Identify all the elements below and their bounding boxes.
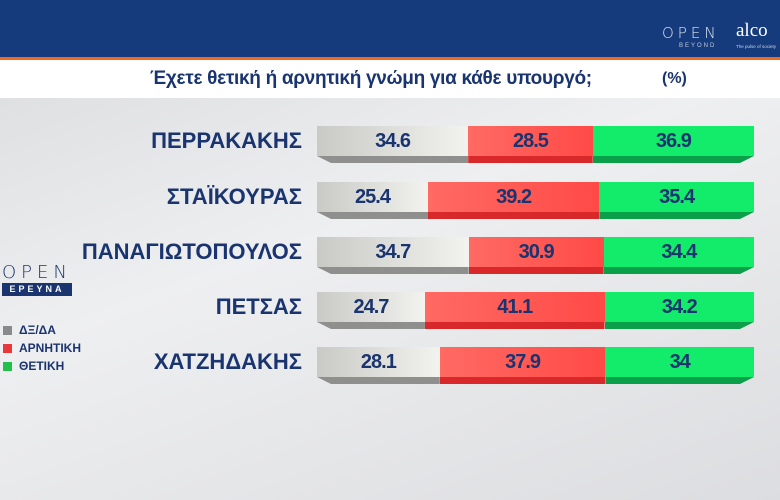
bar-segment-side bbox=[605, 377, 754, 384]
legend-item: ΔΞ/ΔΑ bbox=[3, 321, 81, 339]
data-label: 41.1 bbox=[497, 295, 533, 318]
data-label: 36.9 bbox=[655, 129, 692, 152]
category-label: ΠΑΝΑΓΙΩΤΟΠΟΥΛΟΣ bbox=[81, 239, 302, 264]
data-label: 37.9 bbox=[505, 350, 541, 373]
alco-tagline: The pulse of society bbox=[736, 44, 777, 49]
data-label: 39.2 bbox=[496, 185, 532, 208]
data-label: 30.9 bbox=[518, 240, 555, 263]
data-label: 34.4 bbox=[661, 240, 697, 263]
legend-label: ΑΡΝΗΤΙΚΗ bbox=[19, 341, 81, 355]
data-label: 34.6 bbox=[375, 129, 411, 152]
bar-segment: 34.4 bbox=[603, 237, 754, 267]
bar-segment: 34.6 bbox=[317, 126, 469, 156]
bar-segment: 24.7 bbox=[317, 292, 425, 322]
bar-segment: 37.9 bbox=[439, 347, 606, 377]
bar-segment-side bbox=[604, 267, 754, 274]
legend: ΔΞ/ΔΑ ΑΡΝΗΤΙΚΗ ΘΕΤΙΚΗ bbox=[3, 321, 81, 375]
legend-item: ΑΡΝΗΤΙΚΗ bbox=[3, 339, 81, 357]
bar-segment: 25.4 bbox=[317, 182, 428, 212]
data-label: 34.7 bbox=[375, 240, 411, 263]
data-label: 34 bbox=[669, 350, 691, 373]
title-bar bbox=[0, 60, 780, 98]
bar-segment: 41.1 bbox=[424, 292, 605, 322]
bar-segment-side bbox=[317, 322, 425, 329]
bar-segment-side bbox=[468, 156, 593, 163]
data-label: 28.1 bbox=[360, 350, 397, 373]
open-beyond-logo: OPEN bbox=[662, 24, 720, 42]
bar-segment-side bbox=[317, 267, 469, 274]
bar-segment-side bbox=[317, 377, 440, 384]
legend-swatch bbox=[3, 361, 12, 371]
bar-segment-side bbox=[317, 156, 469, 163]
open-ereuna-logo: OPEN bbox=[2, 262, 72, 283]
bar-segment: 28.1 bbox=[317, 347, 440, 377]
legend-item: ΘΕΤΙΚΗ bbox=[3, 357, 81, 375]
category-label: ΧΑΤΖΗΔΑΚΗΣ bbox=[153, 349, 302, 374]
data-label: 28.5 bbox=[512, 129, 549, 152]
bar-segment: 36.9 bbox=[592, 126, 754, 156]
header-divider bbox=[0, 57, 780, 60]
open-ereuna-badge: ΕΡΕΥΝΑ bbox=[2, 283, 72, 296]
bar-segment: 35.4 bbox=[599, 182, 754, 212]
legend-label: ΔΞ/ΔΑ bbox=[19, 323, 56, 337]
data-label: 34.2 bbox=[661, 295, 698, 318]
bar-segment-side bbox=[605, 322, 754, 329]
open-beyond-logo-sub: BEYOND bbox=[679, 43, 717, 49]
category-label: ΠΕΡΡΑΚΑΚΗΣ bbox=[151, 128, 302, 153]
alco-logo: alco bbox=[736, 20, 768, 41]
bar-segment-side bbox=[439, 377, 606, 384]
bar-segment-side bbox=[427, 212, 600, 219]
bar-segment-side bbox=[424, 322, 605, 329]
category-label: ΣΤΑΪΚΟΥΡΑΣ bbox=[166, 184, 302, 209]
bar-segment-side bbox=[599, 212, 754, 219]
bar-segment: 28.5 bbox=[468, 126, 593, 156]
bar-segment: 34.2 bbox=[604, 292, 754, 322]
legend-swatch bbox=[3, 343, 12, 353]
category-label: ΠΕΤΣΑΣ bbox=[215, 294, 302, 319]
bar-segment: 34.7 bbox=[317, 237, 469, 267]
bar-segment-side bbox=[593, 156, 754, 163]
bar-segment: 30.9 bbox=[468, 237, 604, 267]
bar-segment-side bbox=[317, 212, 428, 219]
bar-segment: 34 bbox=[605, 347, 754, 377]
chart-unit: (%) bbox=[662, 70, 687, 87]
bar-segment-side bbox=[468, 267, 604, 274]
chart-title: Έχετε θετική ή αρνητική γνώμη για κάθε υ… bbox=[150, 68, 592, 89]
legend-swatch bbox=[3, 325, 12, 335]
bar-segment: 39.2 bbox=[427, 182, 600, 212]
legend-label: ΘΕΤΙΚΗ bbox=[19, 359, 65, 373]
data-label: 35.4 bbox=[659, 185, 695, 208]
header-bar bbox=[0, 0, 780, 57]
data-label: 25.4 bbox=[355, 185, 391, 208]
data-label: 24.7 bbox=[353, 295, 390, 318]
